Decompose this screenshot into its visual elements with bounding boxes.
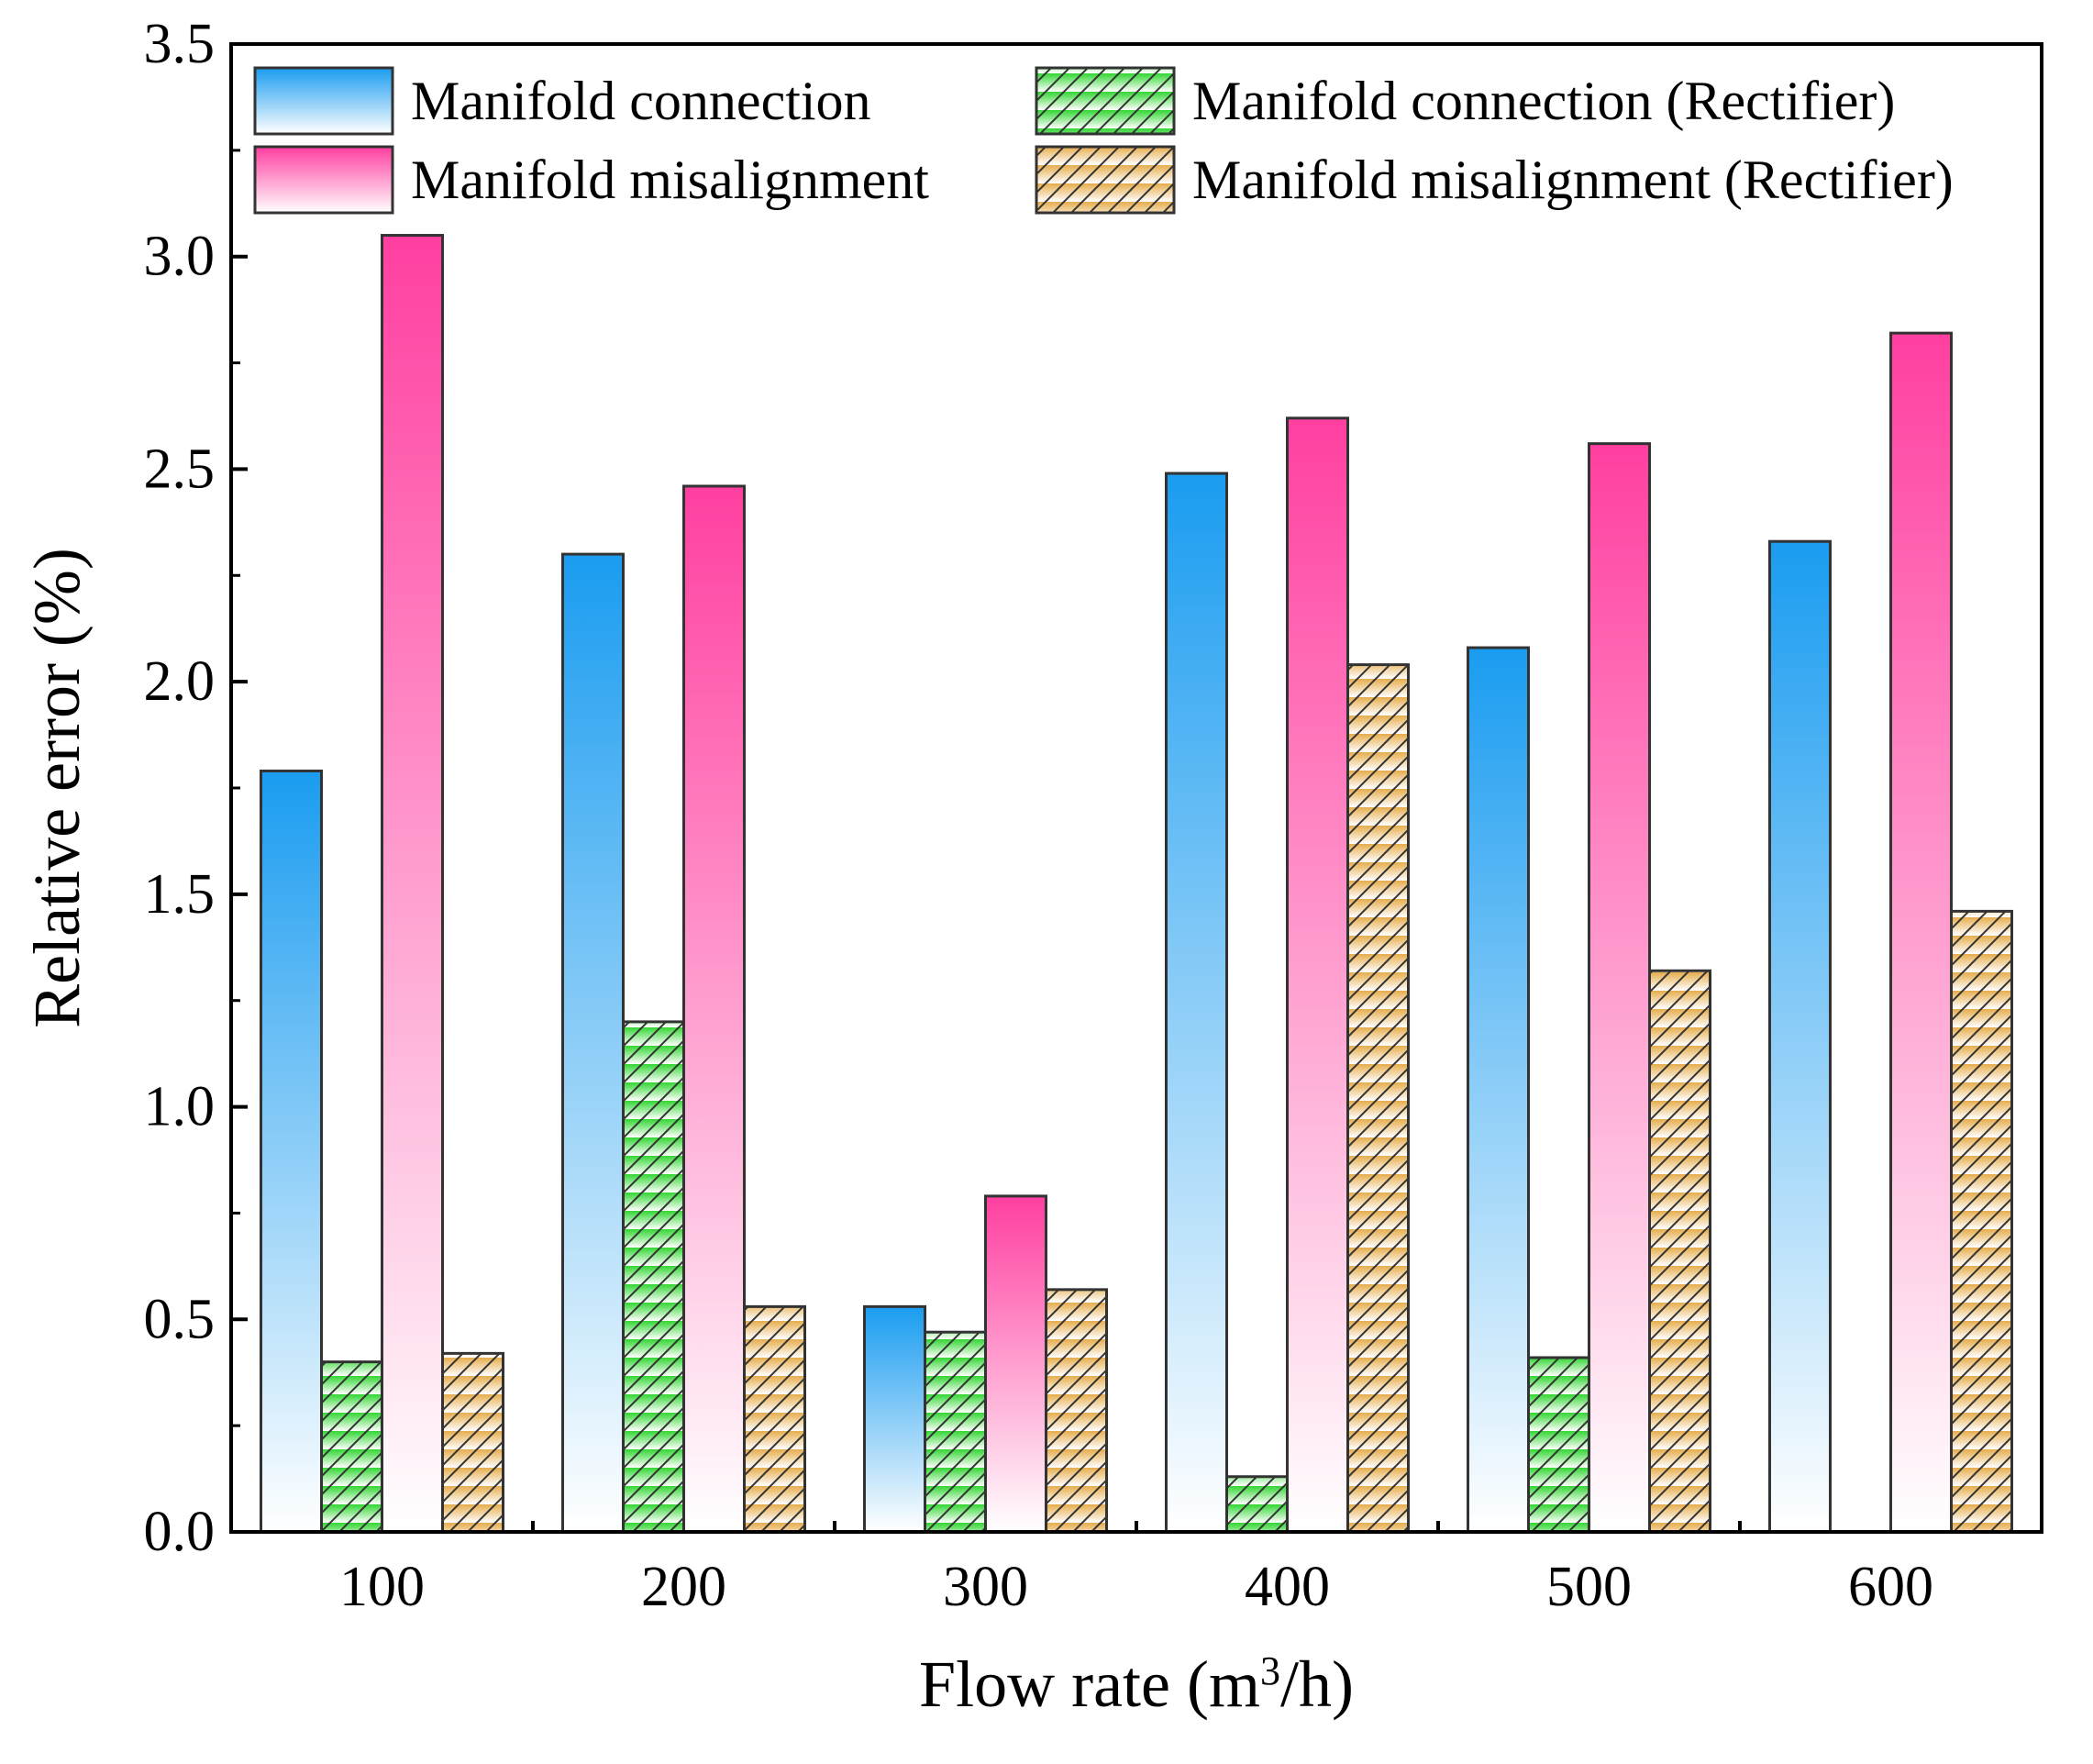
x-tick-label: 200	[641, 1556, 726, 1618]
y-axis-title: Relative error (%)	[20, 548, 94, 1028]
x-tick-label: 600	[1848, 1556, 1933, 1618]
bar-manifold-connection-rectifier-300	[924, 1330, 987, 1534]
legend-swatch	[1035, 145, 1176, 215]
y-tick-label: 1.0	[144, 1076, 216, 1138]
x-axis-title: Flow rate (m3/h)	[919, 1648, 1354, 1721]
bar-manifold-connection-300	[863, 1304, 926, 1534]
bar-manifold-connection-100	[260, 769, 323, 1534]
bar-manifold-connection-rectifier-200	[622, 1020, 685, 1534]
legend-swatch	[1035, 66, 1176, 136]
x-tick-label: 400	[1245, 1556, 1330, 1618]
y-tick-label: 2.5	[144, 438, 216, 500]
x-axis-title-suffix: /h)	[1280, 1648, 1354, 1721]
legend-label: Manifold connection (Rectifier)	[1192, 71, 1895, 131]
x-tick-label: 500	[1546, 1556, 1632, 1618]
bar-manifold-misalignment-rectifier-500	[1648, 969, 1711, 1534]
y-tick-label: 3.0	[144, 226, 216, 288]
legend-swatch	[253, 66, 394, 136]
y-tick-label: 0.5	[144, 1288, 216, 1350]
y-tick-label: 2.0	[144, 650, 216, 713]
bar-manifold-connection-rectifier-100	[320, 1360, 383, 1534]
legend-swatch	[253, 145, 394, 215]
bar-manifold-misalignment-400	[1286, 416, 1349, 1534]
bar-manifold-connection-200	[561, 552, 625, 1534]
legend-label: Manifold connection	[411, 71, 871, 131]
bar-manifold-connection-600	[1768, 539, 1832, 1534]
x-axis-title-main: Flow rate (m	[919, 1648, 1260, 1721]
ticks-layer: 0.0 0.5 1.0 1.5 2.0 2.5 3.0 3.5 100 200 300 400 500 6…	[144, 13, 1934, 1618]
bar-manifold-connection-500	[1467, 646, 1530, 1534]
bar-manifold-misalignment-100	[381, 234, 444, 1534]
legend: Manifold connection Manifold connection (…	[253, 66, 1954, 215]
bar-manifold-misalignment-rectifier-400	[1346, 663, 1410, 1534]
bar-manifold-connection-rectifier-400	[1225, 1475, 1289, 1534]
legend-label: Manifold misalignment (Rectifier)	[1192, 150, 1954, 210]
y-tick-label: 3.5	[144, 13, 216, 75]
bars-layer	[260, 234, 2013, 1534]
legend-label: Manifold misalignment	[411, 150, 929, 210]
bar-manifold-misalignment-600	[1889, 331, 1953, 1534]
bar-manifold-misalignment-rectifier-200	[743, 1304, 806, 1534]
x-tick-label: 100	[339, 1556, 425, 1618]
bar-manifold-misalignment-200	[682, 484, 746, 1534]
bar-manifold-connection-rectifier-500	[1527, 1356, 1590, 1534]
y-tick-label: 1.5	[144, 863, 216, 926]
bar-manifold-connection-400	[1165, 472, 1228, 1534]
x-axis-title-sup: 3	[1260, 1648, 1280, 1693]
bar-manifold-misalignment-rectifier-100	[441, 1351, 504, 1534]
x-tick-label: 300	[943, 1556, 1028, 1618]
y-tick-label: 0.0	[144, 1501, 216, 1563]
bar-manifold-misalignment-500	[1588, 442, 1651, 1534]
bar-manifold-misalignment-rectifier-300	[1045, 1288, 1108, 1534]
bar-manifold-misalignment-rectifier-600	[1950, 909, 2013, 1534]
bar-manifold-misalignment-300	[984, 1194, 1047, 1534]
